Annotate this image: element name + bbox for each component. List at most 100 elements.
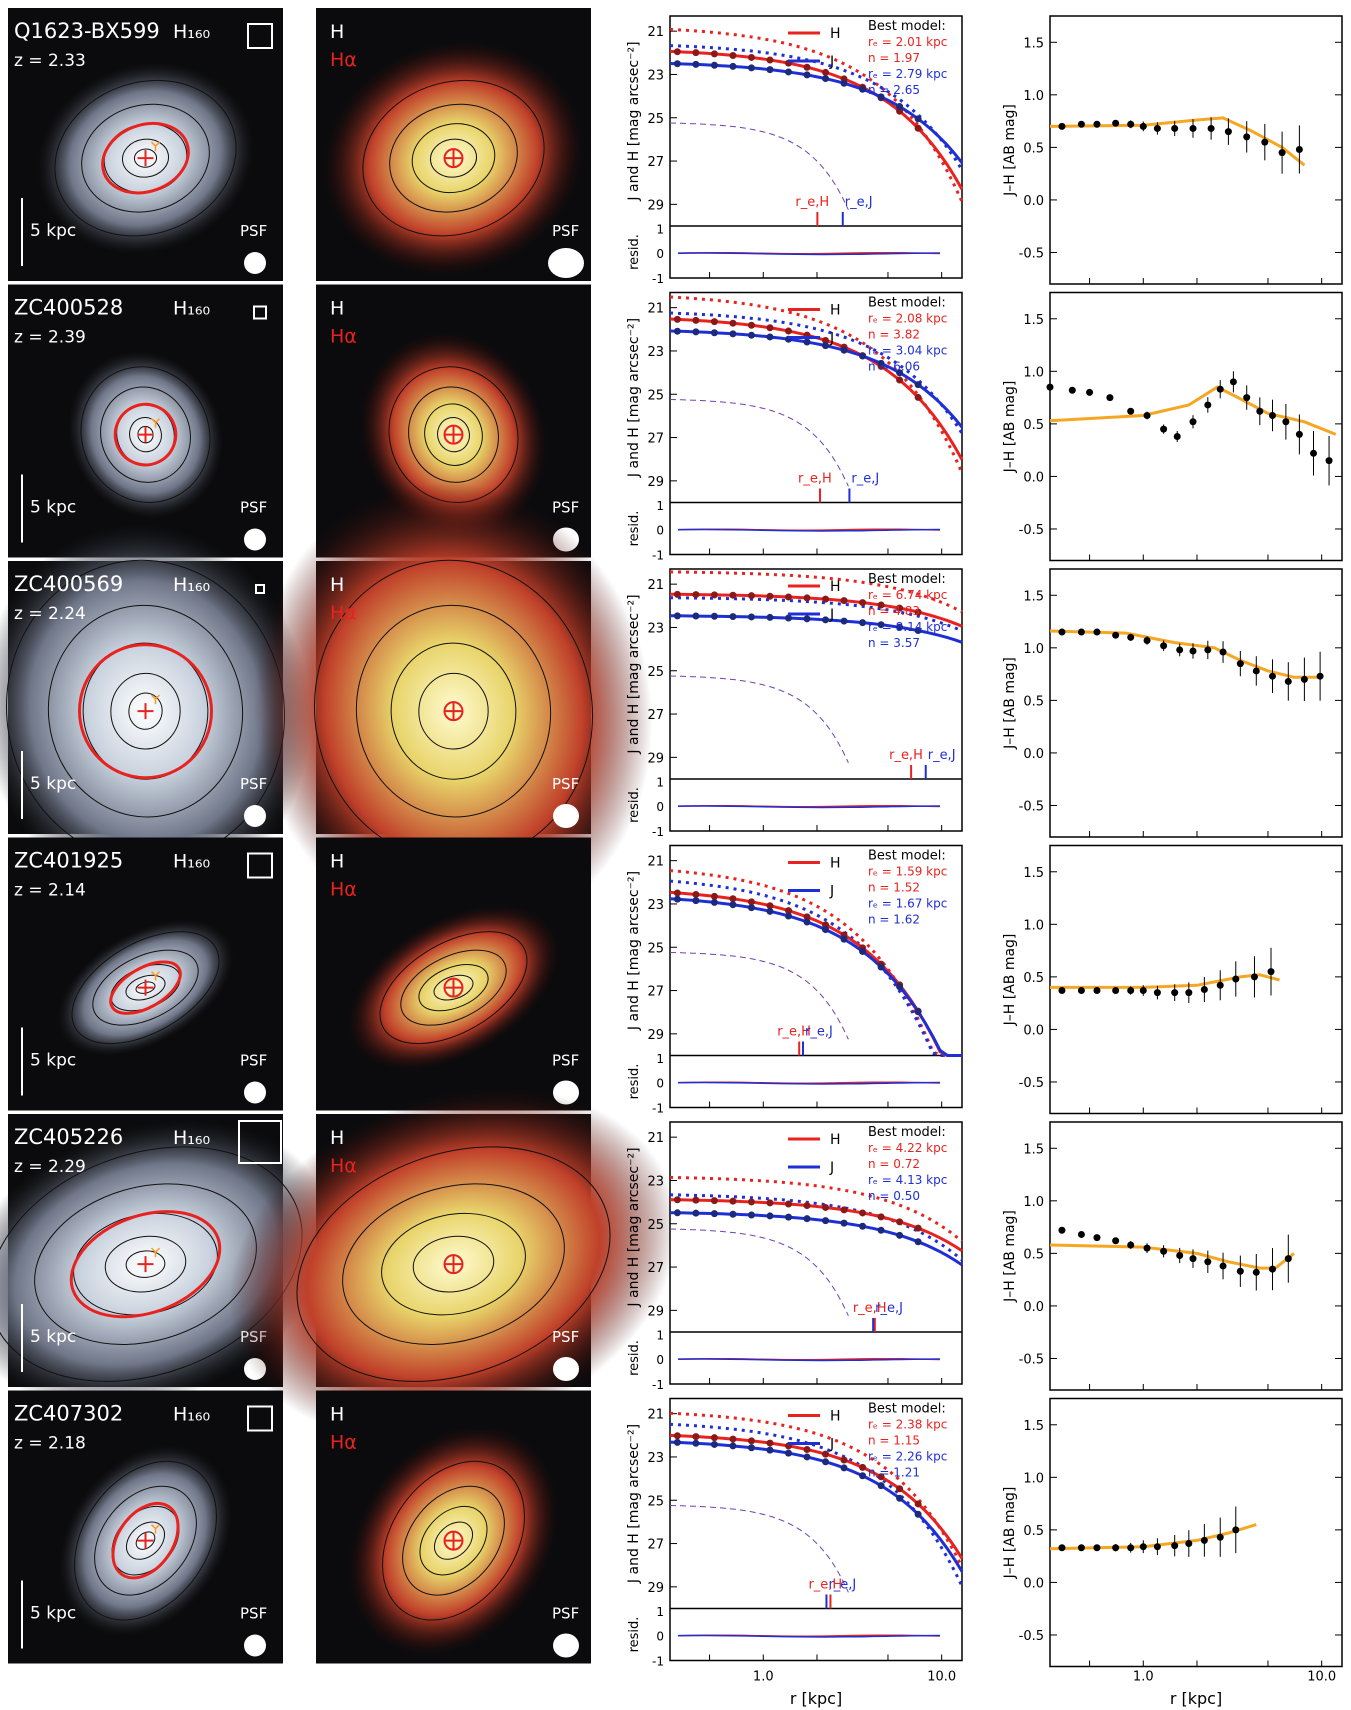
n-j-value: n = 1.62 <box>868 913 920 927</box>
contour <box>128 692 163 730</box>
contour <box>135 1531 156 1550</box>
effective-radius-ellipse <box>111 1501 180 1580</box>
legend-j-label: J <box>829 884 834 900</box>
j-data-point <box>803 1215 811 1223</box>
contour <box>390 642 517 780</box>
y-tick-label: 21 <box>647 1408 664 1423</box>
h-data-point <box>914 1500 922 1508</box>
x-tick-label: 10.0 <box>927 1670 956 1685</box>
color-data-point <box>1077 628 1085 636</box>
y-tick-label: -0.5 <box>1019 1352 1044 1367</box>
h-data-point <box>766 324 774 332</box>
j-data-point <box>692 60 700 68</box>
centroid-marker <box>150 694 161 705</box>
effective-radius-ellipse <box>109 960 182 1015</box>
j-model-curve <box>669 329 964 429</box>
j-data-point <box>896 983 904 991</box>
galaxy-name: ZC400528 <box>14 296 123 320</box>
psf-ellipse <box>244 1634 266 1657</box>
center-marker <box>137 426 154 443</box>
y-tick-label: 27 <box>647 708 664 723</box>
color-data-point <box>1046 383 1054 391</box>
color-frame <box>1049 844 1343 1115</box>
psf-label: PSF <box>240 222 267 240</box>
resid-tick-label: 1 <box>656 499 664 513</box>
contour <box>408 386 499 483</box>
h-psf-model <box>669 295 964 474</box>
h-data-point <box>747 321 755 329</box>
j-data-point <box>673 60 681 68</box>
j-data-point <box>859 1222 867 1230</box>
h-label: H <box>330 1404 344 1426</box>
h160-image-panel: ZC401925 z = 2.14 H₁₆₀ 5 kpc PSF <box>8 837 283 1111</box>
j-data-point <box>710 1210 718 1218</box>
y-tick-label: 27 <box>647 1261 664 1276</box>
color-data-point <box>1112 119 1120 127</box>
color-model-curve <box>1049 385 1337 436</box>
j-data-point <box>747 1444 755 1452</box>
j-model-curve <box>669 1440 964 1573</box>
color-data-point <box>1143 1244 1151 1252</box>
contour <box>100 386 191 483</box>
h-label: H <box>330 1127 344 1149</box>
j-data-point <box>784 1449 792 1457</box>
resid-label: resid. <box>627 1064 642 1100</box>
j-data-point <box>692 897 700 905</box>
re-j-value: rₑ = 2.26 kpc <box>868 1450 947 1464</box>
halpha-image-panel: H Hα PSF <box>229 1088 678 1441</box>
h-data-point <box>692 316 700 324</box>
re-j-value: rₑ = 4.13 kpc <box>868 1173 947 1187</box>
color-panel: 1.5 1.0 0.5 0.0 -0.5 J–H [AB mag] <box>1002 15 1343 285</box>
n-h-value: n = 3.82 <box>868 328 920 342</box>
contour <box>110 672 181 750</box>
h-data-point <box>877 1473 885 1481</box>
color-data-point <box>1189 647 1197 655</box>
h-data-point <box>822 336 830 344</box>
y-axis-label: J–H [AB mag] <box>1002 104 1018 197</box>
h-data-point <box>766 1439 774 1447</box>
best-model-title: Best model: <box>868 19 946 34</box>
color-data-point <box>1232 1526 1240 1534</box>
j-data-point <box>896 369 904 377</box>
psf-ellipse <box>553 1633 579 1658</box>
j-data-point <box>840 1464 848 1472</box>
h-data-point <box>896 1485 904 1493</box>
j-model-curve <box>669 62 964 164</box>
legend-h-label: H <box>830 1409 841 1425</box>
j-data-point <box>914 115 922 123</box>
galaxy-row: ZC407302 z = 2.18 H₁₆₀ 5 kpc PSF H Hα PSF 21 23 25… <box>8 1390 1343 1669</box>
j-data-point <box>692 1209 700 1217</box>
color-data-point <box>1216 1533 1224 1541</box>
contour <box>74 1460 217 1621</box>
best-model-title: Best model: <box>868 572 946 587</box>
h-data-point <box>729 1197 737 1205</box>
h160-image-panel: ZC400569 z = 2.24 H₁₆₀ 5 kpc PSF <box>0 524 312 899</box>
h-psf-model <box>669 869 962 1057</box>
j-data-point <box>692 328 700 336</box>
j-data-point <box>914 1238 922 1246</box>
y-axis-label: J and H [mag arcsec⁻²] <box>626 41 642 201</box>
y-tick-label: 0.0 <box>1023 1576 1044 1591</box>
resid-label: resid. <box>627 1617 642 1653</box>
n-j-value: n = 2.65 <box>868 83 920 97</box>
j-data-point <box>673 1209 681 1217</box>
y-tick-label: 23 <box>647 68 664 83</box>
color-data-point <box>1093 1544 1101 1552</box>
contour <box>71 931 220 1045</box>
contour <box>129 417 162 453</box>
color-data-point <box>1112 631 1120 639</box>
contour <box>133 148 158 168</box>
color-data-point <box>1058 1544 1066 1552</box>
y-tick-label: 25 <box>647 1494 664 1509</box>
resid-tick-label: 1 <box>656 775 664 789</box>
centroid-marker <box>150 418 161 428</box>
h-data-point <box>784 327 792 335</box>
h-data-point <box>710 318 718 326</box>
y-tick-label: 29 <box>647 198 664 213</box>
color-data-point <box>1127 407 1135 415</box>
y-tick-label: 29 <box>647 475 664 490</box>
re-h-value: rₑ = 6.74 kpc <box>868 588 947 602</box>
y-tick-label: 21 <box>647 302 664 317</box>
j-psf-model <box>669 44 964 171</box>
re-j-value: rₑ = 3.04 kpc <box>868 344 947 358</box>
